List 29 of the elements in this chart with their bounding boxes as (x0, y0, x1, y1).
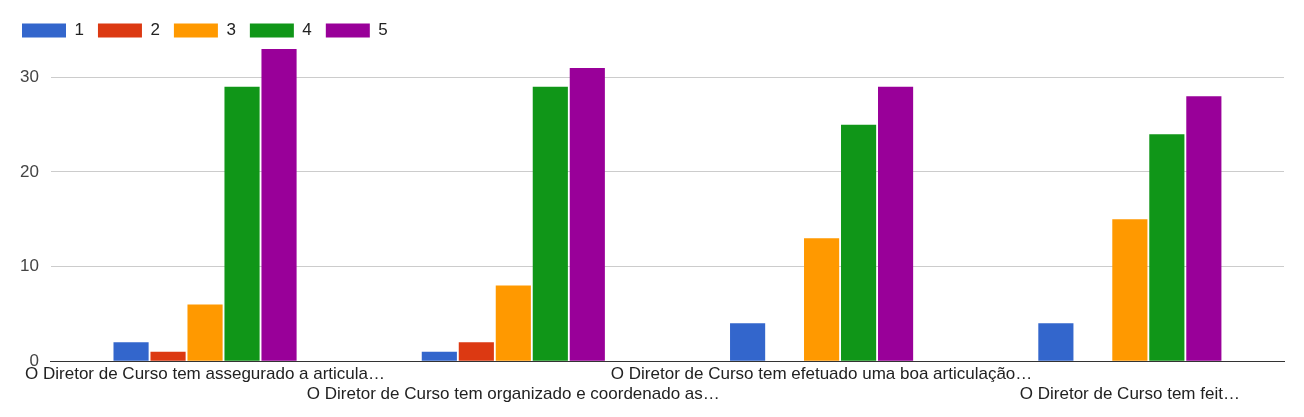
y-tick-label: 20 (19, 161, 39, 181)
bar (421, 351, 457, 361)
bar (1038, 323, 1074, 361)
bar (187, 304, 223, 361)
y-tick-label: 30 (19, 67, 39, 87)
bar (804, 238, 840, 361)
bar (224, 86, 260, 361)
legend-label: 2 (150, 20, 160, 40)
legend-label: 4 (302, 20, 312, 40)
bar (569, 67, 605, 361)
bar (1149, 134, 1185, 361)
x-tick-label: O Diretor de Curso tem efetuado uma boa articulação… (610, 364, 1033, 384)
legend-label: 5 (378, 20, 388, 40)
x-tick-label: O Diretor de Curso tem feit… (1019, 384, 1240, 404)
legend-label: 1 (74, 20, 84, 40)
bar (841, 124, 877, 361)
bar (1186, 96, 1222, 361)
y-tick-label: 10 (19, 256, 39, 276)
bar (113, 342, 149, 361)
bar (150, 351, 186, 361)
x-tick-label: O Diretor de Curso tem organizado e coordenado as… (306, 384, 720, 404)
bar (261, 49, 297, 361)
bar (532, 86, 568, 361)
bar (495, 285, 531, 361)
legend-label: 3 (226, 20, 236, 40)
bar (730, 323, 766, 361)
bar (458, 342, 494, 361)
bar (1112, 219, 1148, 361)
bar (878, 86, 914, 361)
